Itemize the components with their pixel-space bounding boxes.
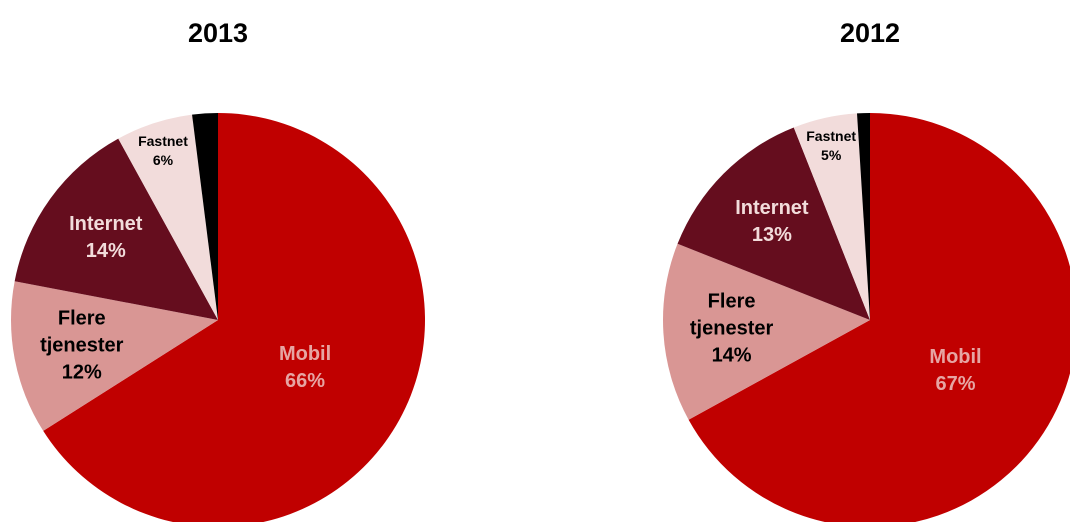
category-label: Mobil (278, 342, 332, 365)
pie-slice (793, 113, 870, 320)
value-label: 13% (751, 223, 792, 246)
value-label: 14% (85, 240, 126, 263)
pie-slice (14, 138, 219, 320)
category-label: Fastnet (806, 128, 857, 145)
chart-title: 2013 (188, 18, 248, 48)
category-label: Internet (735, 196, 809, 219)
value-label: 5% (821, 147, 842, 164)
pie-slice (677, 127, 870, 320)
chart-title: 2012 (840, 18, 900, 48)
slice-label: Mobil 67% (929, 344, 981, 398)
category-label: Flere tjenester (40, 307, 124, 357)
value-label: 67% (935, 372, 976, 395)
category-label: Fastnet (138, 132, 188, 149)
slice-label: Flere tjenester 12% (27, 305, 137, 386)
pie-slice (688, 113, 1070, 522)
pie-slice (118, 114, 218, 320)
pie-slice (43, 113, 425, 522)
pie-slice (192, 113, 218, 320)
slice-label: Internet 13% (735, 195, 808, 249)
slice-label: Fastnet 6% (138, 132, 188, 170)
value-label: 14% (711, 344, 752, 367)
value-label: 12% (61, 361, 102, 384)
slice-label: Flere tjenester 14% (677, 288, 787, 369)
value-label: 66% (285, 369, 326, 392)
value-label: 6% (152, 151, 174, 168)
slice-label: Internet 14% (69, 211, 142, 265)
category-label: Internet (69, 213, 143, 236)
pie-slice (857, 113, 870, 320)
slice-label: Mobil 66% (279, 341, 331, 395)
category-label: Mobil (929, 345, 982, 368)
pie-slice (663, 243, 870, 420)
pie-slice (11, 281, 219, 431)
category-label: Flere tjenester (689, 290, 774, 340)
slice-label: Fastnet 5% (806, 127, 856, 165)
